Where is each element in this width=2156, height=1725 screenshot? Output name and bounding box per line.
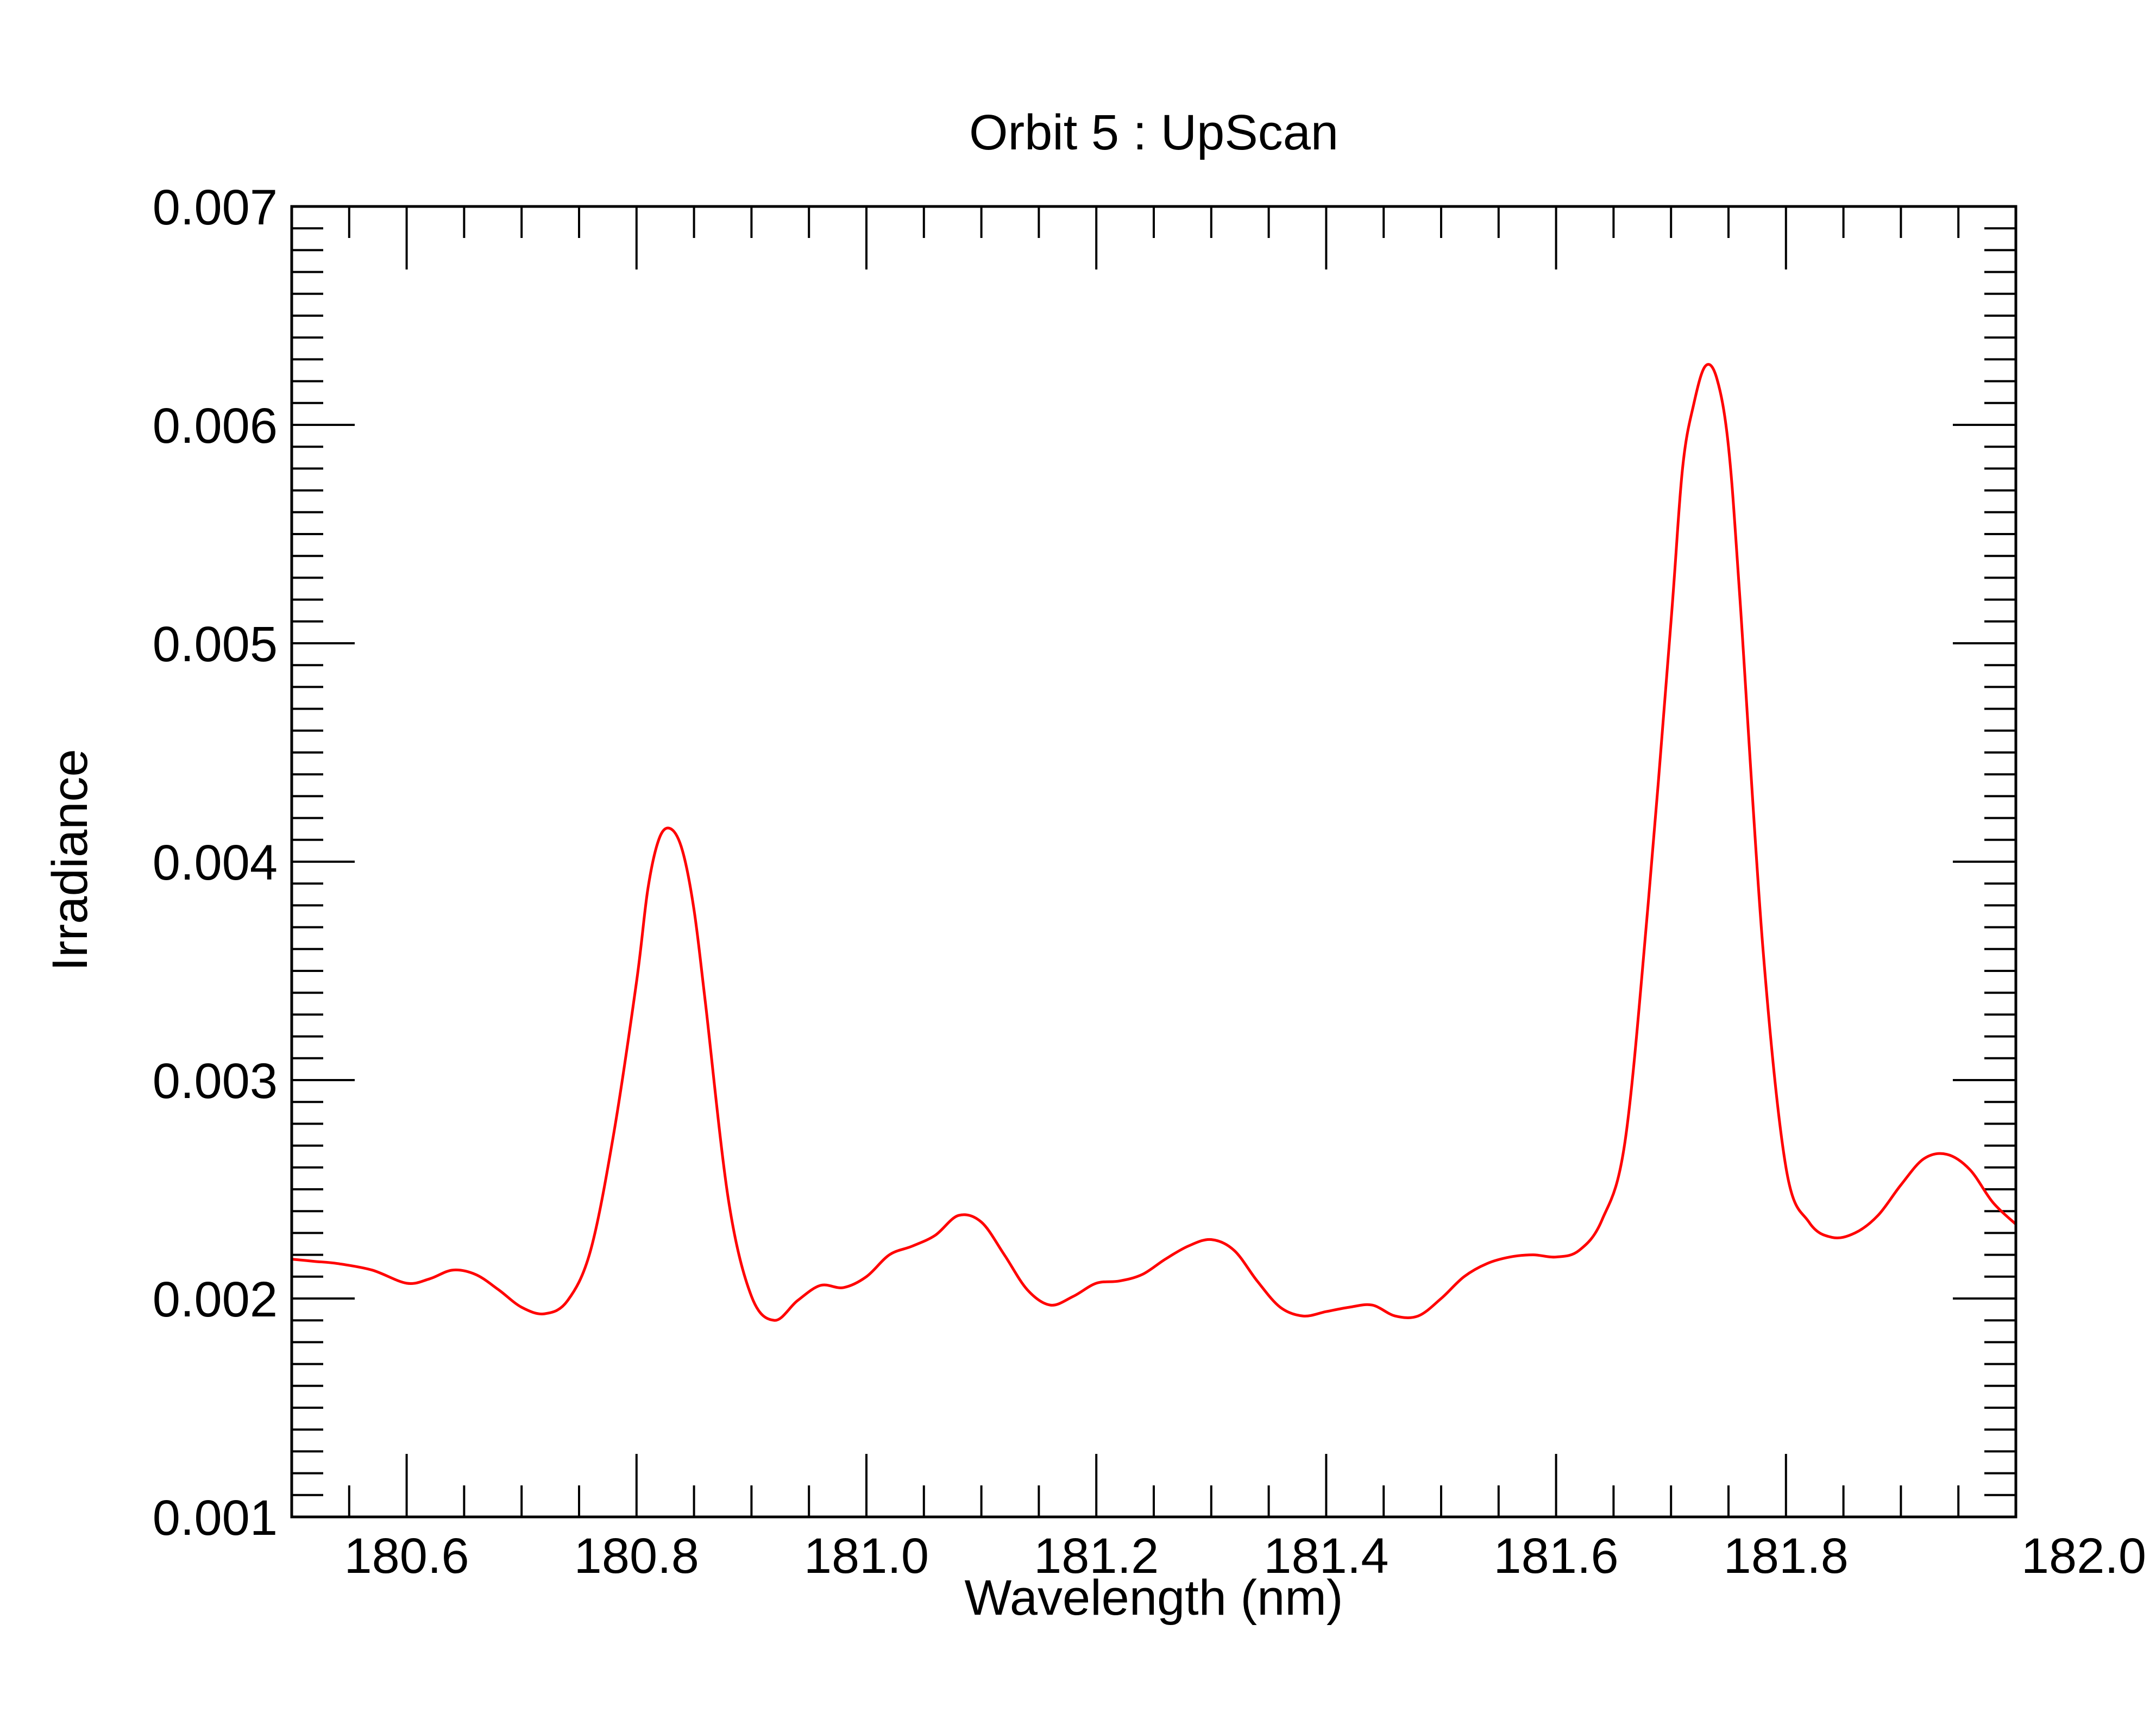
x-tick-label: 181.8 [1724, 1528, 1849, 1584]
y-tick-label: 0.001 [153, 1490, 278, 1546]
x-tick-label: 182.0 [2021, 1528, 2146, 1584]
x-tick-label: 180.6 [344, 1528, 469, 1584]
x-tick-label: 181.0 [804, 1528, 929, 1584]
y-tick-label: 0.006 [153, 398, 278, 454]
tick-labels: 180.6 180.8 181.0 181.2 181.4 181.6 181.8 182.0… [153, 180, 2146, 1584]
y-tick-label: 0.005 [153, 617, 278, 672]
y-tick-label: 0.003 [153, 1053, 278, 1109]
y-axis-label: Irradiance [42, 749, 98, 971]
x-tick-label: 181.2 [1034, 1528, 1159, 1584]
x-axis-label: Wavelength (nm) [964, 1570, 1343, 1626]
x-tick-label: 181.6 [1493, 1528, 1618, 1584]
y-tick-label: 0.004 [153, 835, 278, 890]
plot-frame [290, 205, 2017, 1519]
y-tick-label: 0.002 [153, 1272, 278, 1327]
x-tick-label: 181.4 [1264, 1528, 1388, 1584]
x-tick-label: 180.8 [574, 1528, 699, 1584]
chart-title: Orbit 5 : UpScan [969, 105, 1338, 160]
y-tick-label: 0.007 [153, 180, 278, 235]
data-series [291, 363, 2017, 1322]
series-line-0 [291, 363, 2017, 1322]
